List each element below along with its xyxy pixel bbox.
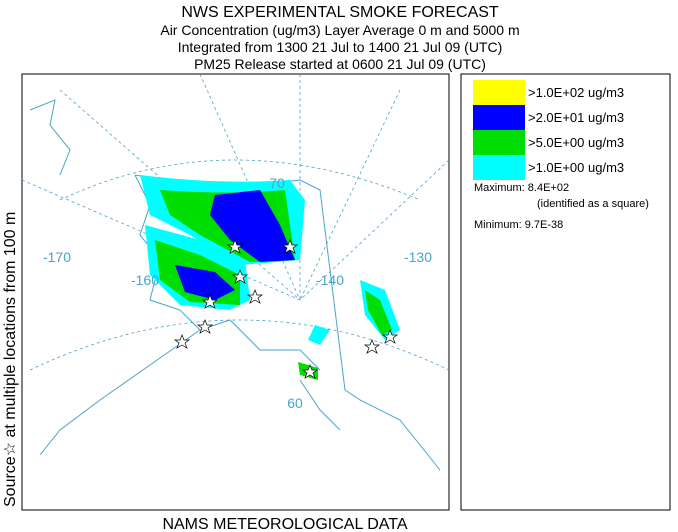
footer: NAMS METEOROLOGICAL DATA	[162, 516, 407, 532]
subtitle: Air Concentration (ug/m3) Layer Average …	[160, 22, 519, 38]
title: NWS EXPERIMENTAL SMOKE FORECAST	[181, 4, 499, 21]
legend-label: >2.0E+01 ug/m3	[528, 110, 624, 125]
map: -170 -160 -140 -130 70 60	[21, 73, 450, 511]
legend-swatch	[473, 130, 525, 155]
legend-label: >1.0E+00 ug/m3	[528, 160, 624, 175]
graticule-label: -170	[43, 249, 71, 265]
legend-label: >5.0E+00 ug/m3	[528, 135, 624, 150]
legend-swatch	[473, 80, 525, 105]
minimum: Minimum: 9.7E-38	[474, 219, 563, 231]
maximum: Maximum: 8.4E+02	[474, 182, 569, 194]
subtitle: Integrated from 1300 21 Jul to 1400 21 J…	[178, 39, 503, 55]
legend-swatch	[473, 155, 525, 180]
subtitle: PM25 Release started at 0600 21 Jul 09 (…	[194, 56, 486, 72]
legend: Maximum: 8.4E+02 (identified as a square…	[460, 73, 671, 511]
graticule-label: 70	[269, 175, 285, 191]
legend-label: >1.0E+02 ug/m3	[528, 85, 624, 100]
graticule-label: 60	[287, 395, 303, 411]
graticule-label: -130	[404, 249, 432, 265]
graticule-label: -140	[316, 272, 344, 288]
smoke-plume	[140, 175, 400, 380]
side-label: Source☆ at multiple locations from 100 m	[2, 212, 19, 507]
graticule-label: -160	[131, 272, 159, 288]
source-markers	[173, 239, 399, 379]
legend-swatch	[473, 105, 525, 130]
maximum-note: (identified as a square)	[537, 198, 649, 210]
